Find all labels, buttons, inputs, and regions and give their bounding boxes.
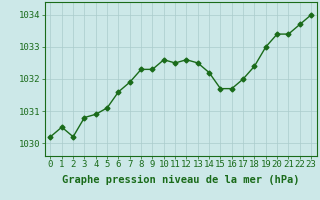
X-axis label: Graphe pression niveau de la mer (hPa): Graphe pression niveau de la mer (hPa) — [62, 175, 300, 185]
